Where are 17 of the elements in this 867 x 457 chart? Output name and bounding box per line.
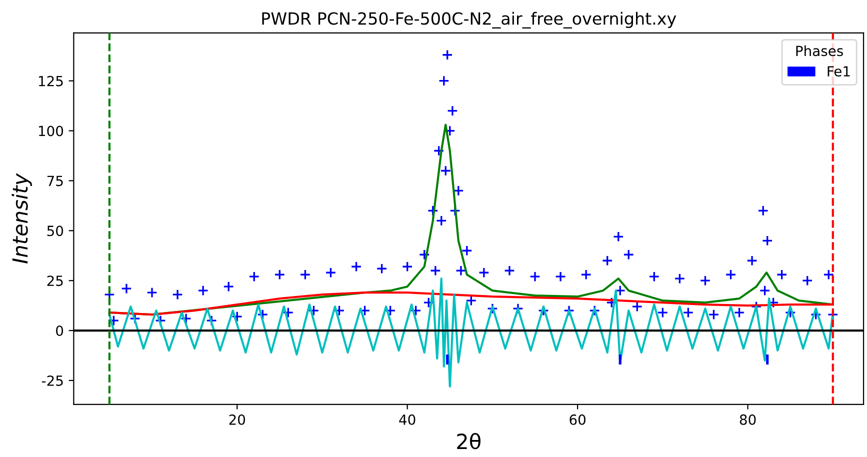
chart-title: PWDR PCN-250-Fe-500C-N2_air_free_overnight.xy [262, 12, 676, 28]
y-tick-label: 100 [38, 126, 64, 136]
y-axis-title: Intensity [12, 173, 32, 264]
y-tick-label: 25 [47, 276, 63, 286]
x-axis-title: 2θ [457, 433, 480, 450]
line-series [108, 278, 834, 388]
y-tick-label: 50 [47, 226, 64, 236]
x-tick-label: 80 [740, 414, 756, 425]
y-tick-label: 0 [56, 326, 64, 336]
legend-title: Phases [796, 45, 843, 56]
x-tick-label: 20 [229, 414, 246, 425]
x-tick-label: 40 [399, 414, 416, 425]
y-tick-label: 125 [38, 76, 63, 86]
y-tick-label: 75 [47, 176, 63, 186]
x-tick-label: 60 [570, 414, 586, 425]
legend-label: Fe1 [828, 66, 850, 77]
y-tick-label: -25 [42, 375, 63, 386]
